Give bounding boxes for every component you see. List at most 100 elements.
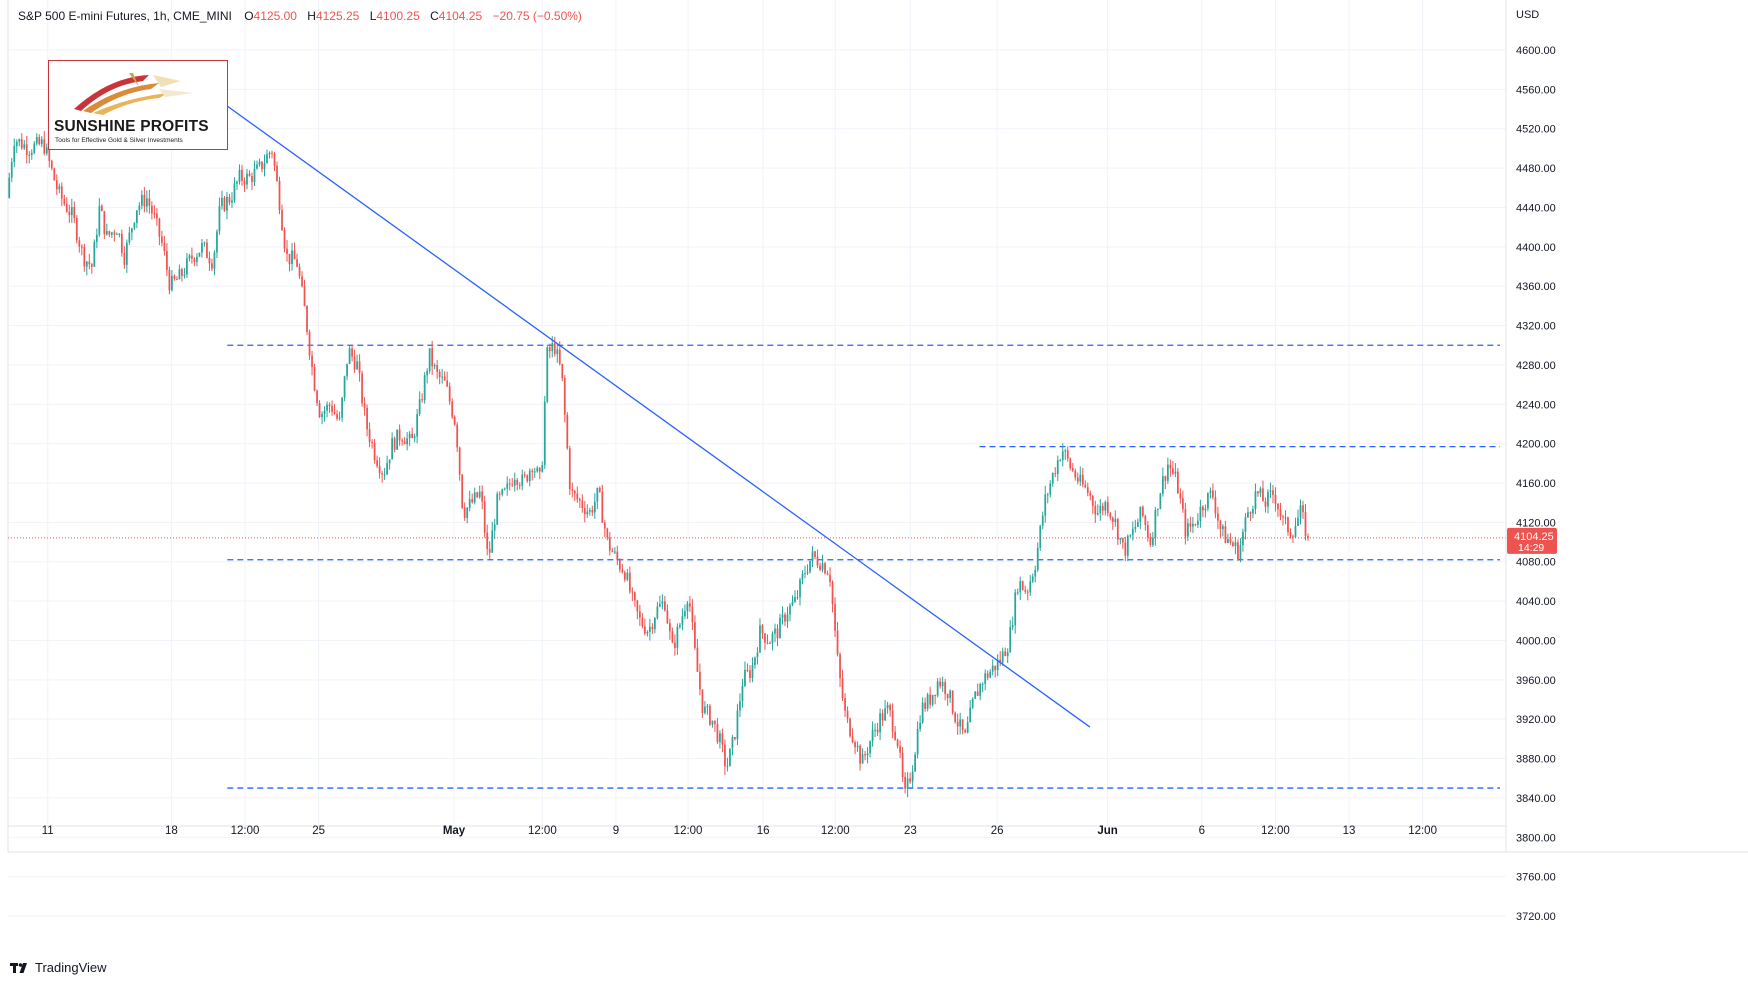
- candle-body: [1006, 652, 1009, 657]
- candle-body: [1299, 505, 1302, 518]
- candle-body: [30, 152, 33, 155]
- candle-body: [966, 722, 969, 733]
- candle-body: [391, 438, 393, 460]
- candle-body: [553, 343, 556, 355]
- candle-body: [1257, 491, 1259, 494]
- candle-body: [904, 776, 906, 789]
- candle-body: [991, 665, 994, 672]
- candle-body: [366, 407, 368, 430]
- candle-body: [1101, 505, 1104, 511]
- candle-body: [714, 720, 716, 724]
- candle-body: [1079, 474, 1082, 482]
- x-tick-label: 11: [42, 825, 54, 837]
- candle-body: [25, 144, 28, 156]
- candle-body: [181, 269, 183, 276]
- candle-body: [754, 657, 756, 666]
- candle-body: [521, 474, 524, 486]
- trendline[interactable]: [226, 105, 1091, 728]
- candle-body: [1019, 581, 1022, 593]
- candle-body: [724, 744, 726, 767]
- candle-body: [55, 180, 58, 190]
- downtrend-line[interactable]: [226, 105, 1091, 728]
- candle-body: [286, 248, 288, 254]
- candle-body: [638, 611, 641, 618]
- last-price-badge[interactable]: [1507, 527, 1557, 554]
- candle-body: [128, 232, 131, 243]
- candle-body: [353, 356, 356, 370]
- candle-body: [1199, 506, 1202, 521]
- tradingview-brand[interactable]: TradingView: [10, 960, 107, 975]
- candle-body: [661, 601, 664, 604]
- candle-body: [626, 572, 629, 580]
- candle-body: [95, 234, 98, 242]
- candle-body: [706, 706, 709, 708]
- candle-body: [256, 164, 258, 169]
- candle-body: [498, 493, 501, 495]
- candle-body: [146, 198, 148, 207]
- candle-body: [821, 563, 824, 570]
- candle-body: [1084, 484, 1087, 488]
- candle-body: [999, 659, 1002, 663]
- candle-body: [1282, 516, 1284, 518]
- candle-body: [306, 306, 308, 333]
- candle-body: [709, 706, 711, 725]
- candle-body: [1212, 490, 1214, 498]
- candle-body: [901, 752, 904, 777]
- y-tick-label: 3760.00: [1516, 872, 1556, 884]
- candle-body: [511, 484, 514, 486]
- candle-body: [503, 488, 506, 490]
- candle-body: [771, 633, 774, 644]
- candle-body: [1136, 521, 1139, 527]
- candle-body: [481, 491, 484, 502]
- symbol-title[interactable]: S&P 500 E-mini Futures, 1h, CME_MINI: [18, 9, 232, 23]
- candle-body: [1036, 547, 1039, 571]
- candle-body: [846, 710, 849, 719]
- time-axis[interactable]: 11 18 12:00 25 May 12:00 9 12:00 16 12:00 23 26 Jun 6…: [8, 825, 1748, 853]
- candle-body: [1254, 491, 1257, 510]
- candle-body: [691, 606, 694, 623]
- candle-body: [1094, 505, 1097, 515]
- candle-body: [581, 500, 584, 509]
- candle-body: [113, 232, 116, 235]
- candle-body: [618, 560, 621, 570]
- candle-body: [946, 694, 949, 699]
- candle-body: [636, 600, 639, 612]
- candle-body: [406, 438, 409, 445]
- candle-body: [383, 474, 386, 476]
- candle-body: [676, 626, 679, 648]
- candle-body: [318, 403, 321, 418]
- candle-body: [436, 365, 439, 372]
- price-axis[interactable]: 3720.00 3760.00 3800.00 3840.00 3880.00 3920.…: [1505, 0, 1556, 923]
- candle-body: [1247, 512, 1249, 518]
- y-tick-label: 4320.00: [1516, 321, 1556, 333]
- candle-body: [413, 436, 416, 439]
- candle-body: [749, 670, 751, 679]
- candle-body: [93, 241, 96, 267]
- candle-body: [543, 401, 546, 466]
- candle-body: [461, 474, 464, 508]
- candle-body: [1237, 542, 1239, 560]
- y-tick-label: 4080.00: [1516, 557, 1556, 569]
- horizontal-levels: [227, 344, 1500, 789]
- candle-body: [338, 417, 341, 419]
- candle-body: [361, 373, 363, 404]
- candle-body: [491, 530, 494, 553]
- change-value: −20.75 (−0.50%): [492, 9, 582, 23]
- candle-body: [443, 376, 446, 381]
- candle-body: [1269, 490, 1272, 492]
- candle-body: [516, 479, 519, 485]
- candle-body: [63, 198, 66, 204]
- candle-body: [949, 690, 952, 699]
- candle-body: [814, 551, 816, 557]
- candle-body: [881, 713, 884, 721]
- candle-body: [393, 438, 396, 450]
- candle-body: [1011, 625, 1014, 628]
- candle-body: [981, 683, 984, 685]
- candle-body: [278, 180, 281, 211]
- candle-body: [711, 720, 714, 725]
- candle-body: [283, 230, 286, 249]
- candle-body: [201, 243, 203, 253]
- candle-body: [228, 197, 231, 203]
